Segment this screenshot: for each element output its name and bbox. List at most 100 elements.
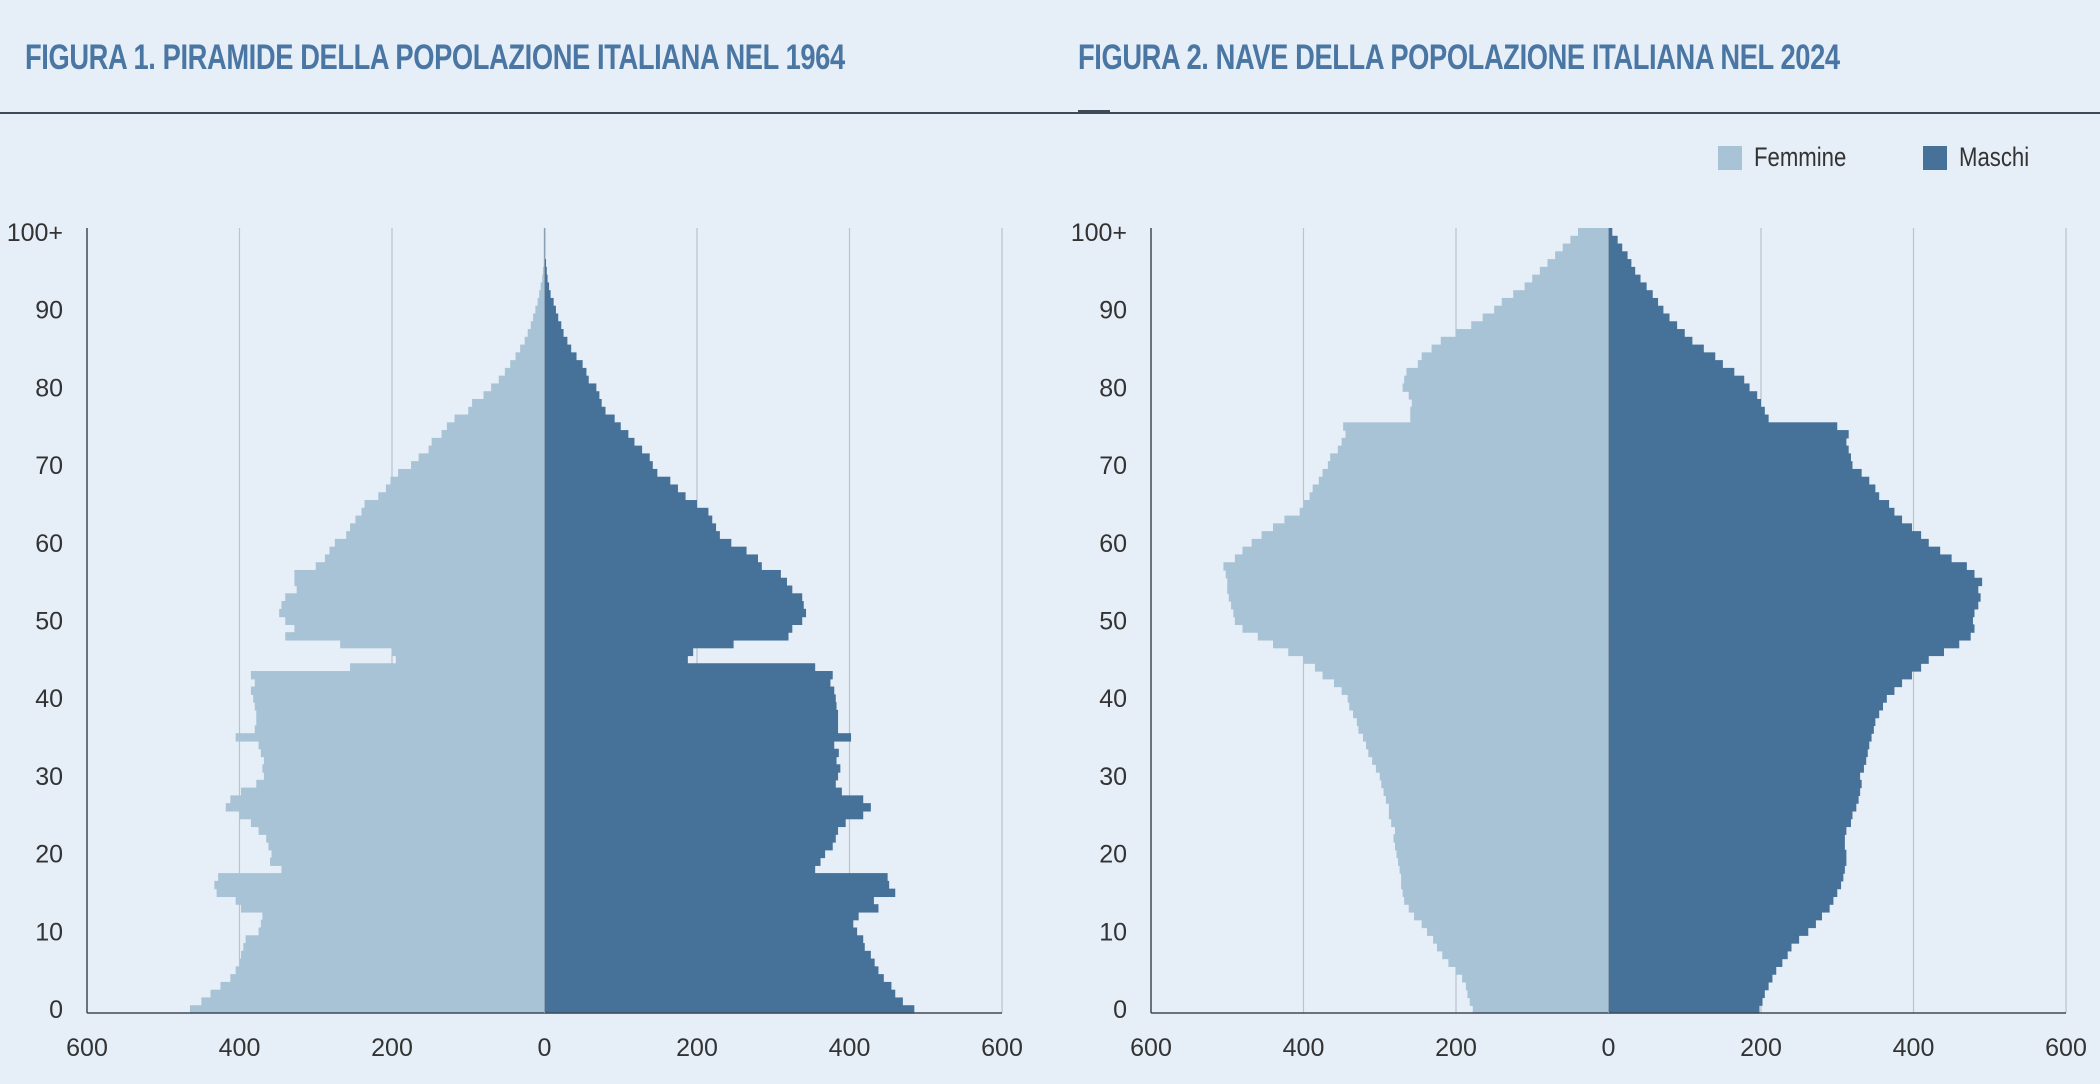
bar-femmine [1288, 647, 1609, 657]
bar-femmine [1318, 476, 1609, 486]
bar-maschi [544, 608, 807, 618]
legend-item-femmine: Femmine [1718, 142, 1867, 173]
bar-femmine [1227, 577, 1609, 587]
bar-maschi [1608, 950, 1788, 960]
bar-maschi [544, 849, 826, 859]
bar-femmine [1391, 818, 1609, 828]
x-tick-label: 200 [676, 1034, 718, 1062]
bar-maschi [544, 795, 864, 804]
bar-maschi [1608, 943, 1792, 952]
bar-femmine [1303, 500, 1609, 509]
bar-maschi [544, 655, 688, 664]
bar-femmine [1227, 585, 1609, 594]
bar-maschi [1608, 367, 1735, 377]
bar-femmine [1404, 896, 1609, 905]
bar-femmine [210, 989, 545, 999]
bar-maschi [1608, 593, 1981, 602]
bar-femmine [535, 305, 545, 315]
bar-femmine [1421, 352, 1609, 361]
bar-femmine [428, 445, 545, 454]
bar-maschi [1608, 702, 1883, 711]
bar-maschi [544, 958, 875, 967]
bar-femmine [1234, 554, 1609, 563]
bar-femmine [254, 678, 545, 688]
bar-femmine [258, 740, 545, 750]
bar-femmine [1398, 857, 1609, 866]
bar-maschi [544, 577, 787, 587]
bar-maschi [1608, 453, 1851, 462]
bar-femmine [1234, 616, 1609, 625]
bar-maschi [544, 888, 896, 898]
bar-femmine [296, 585, 545, 594]
figure-2-title: FIGURA 2. NAVE DELLA POPOLAZIONE ITALIAN… [1078, 38, 1840, 77]
bar-maschi [1608, 919, 1816, 929]
bar-femmine [418, 453, 545, 462]
bar-maschi [544, 639, 734, 649]
bar-femmine [468, 406, 545, 416]
bar-femmine [230, 795, 545, 804]
bar-femmine [350, 663, 545, 672]
bar-femmine [1327, 461, 1609, 470]
bar-femmine [279, 608, 545, 618]
bar-maschi [1608, 826, 1847, 835]
bar-femmine [1341, 686, 1609, 695]
bar-femmine [256, 709, 545, 719]
bar-femmine [250, 671, 545, 680]
bar-maschi [544, 274, 548, 284]
bar-femmine [1410, 406, 1609, 416]
bar-femmine [411, 461, 545, 470]
bar-femmine [1562, 243, 1609, 252]
bar-femmine [262, 911, 545, 921]
bar-femmine [346, 531, 545, 540]
x-tick-label: 600 [1130, 1034, 1172, 1062]
bar-femmine [390, 476, 545, 486]
bar-maschi [1608, 329, 1685, 338]
bar-femmine [1366, 740, 1609, 750]
bar-femmine [1228, 593, 1609, 602]
bar-femmine [256, 717, 545, 727]
bar-maschi [544, 398, 602, 408]
bar-femmine [1341, 437, 1609, 447]
bar-femmine [340, 639, 545, 649]
bar-maschi [1608, 445, 1849, 454]
bar-femmine [245, 935, 545, 944]
bar-femmine [281, 601, 545, 610]
y-tick-label: 20 [35, 841, 63, 869]
bar-maschi [544, 329, 564, 338]
legend: Femmine Maschi [1718, 142, 2100, 173]
bar-femmine [201, 997, 545, 1006]
bar-femmine [1399, 865, 1609, 874]
bar-femmine [334, 538, 545, 548]
bar-femmine [483, 391, 545, 400]
bar-maschi [544, 336, 568, 346]
bar-maschi [1608, 235, 1618, 245]
bar-femmine [1353, 709, 1609, 719]
bar-maschi [1608, 500, 1890, 509]
bar-maschi [1608, 290, 1653, 299]
bar-maschi [544, 764, 841, 773]
bar-femmine [364, 500, 545, 509]
bar-femmine [1388, 803, 1609, 812]
bar-maschi [544, 313, 559, 322]
bar-femmine [1421, 919, 1609, 929]
bar-femmine [1251, 538, 1609, 548]
bar-maschi [1608, 391, 1758, 400]
bar-femmine [1402, 383, 1609, 392]
bar-maschi [1608, 608, 1975, 618]
bar-maschi [544, 500, 697, 509]
bar-femmine [258, 927, 545, 936]
bar-maschi [544, 943, 865, 952]
pyramid-chart-1964: 600 400 200 0 200 400 600010203040506070809010… [7, 219, 1023, 1062]
bar-femmine [1233, 608, 1609, 618]
bar-maschi [1608, 764, 1864, 773]
bar-femmine [1257, 632, 1609, 641]
bar-maschi [544, 562, 762, 571]
bar-femmine [1261, 531, 1609, 540]
bar-maschi [1608, 484, 1876, 493]
bar-femmine [235, 966, 545, 975]
y-tick-label: 100+ [7, 219, 63, 247]
bar-femmine [1358, 725, 1609, 734]
bar-maschi [1608, 888, 1838, 898]
x-tick-label: 400 [1283, 1034, 1325, 1062]
bar-femmine [294, 624, 545, 633]
